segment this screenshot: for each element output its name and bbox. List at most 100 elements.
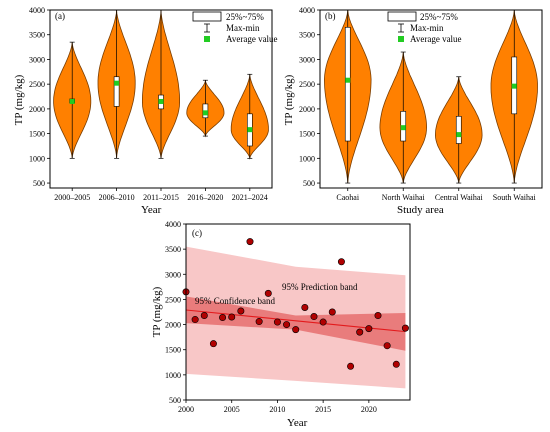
y-tick-label: 1500: [29, 130, 45, 139]
panel-a-legend: 25%~75% Max-min Average value: [192, 11, 278, 44]
data-point: [337, 258, 345, 266]
panel-a: 500 1000 1500 2000 2500 3000 3500 4000 2000–200…: [13, 6, 278, 216]
y-tick-label: 3500: [165, 245, 181, 254]
y-tick-label: 2000: [29, 105, 45, 114]
data-point: [292, 326, 300, 334]
panel-c-frame: [185, 223, 411, 401]
x-tick-label: Caohai: [336, 193, 359, 202]
legend-box-swatch: [387, 11, 417, 22]
panel-b-frame: [319, 9, 543, 189]
data-point: [392, 360, 400, 368]
y-tick-label: 500: [169, 396, 181, 405]
panel-a-xlabel: Year: [141, 204, 162, 216]
data-point: [264, 289, 272, 297]
legend-whisker-label: Max-min: [410, 23, 444, 33]
confidence-band-annotation: 95% Confidence band: [195, 296, 275, 306]
x-tick-label: 2021–2024: [232, 193, 268, 202]
legend-whisker-label: Max-min: [226, 23, 260, 33]
panel-b-ylabel: TP (mg/kg): [283, 74, 295, 125]
y-tick-label: 2000: [299, 105, 315, 114]
iqr-box: [113, 76, 120, 107]
mean-marker: [247, 127, 253, 133]
x-tick-label: South Waihai: [493, 193, 537, 202]
mean-marker: [345, 77, 351, 83]
y-tick-label: 1000: [299, 154, 315, 163]
data-point: [328, 308, 336, 316]
x-tick-label: 2015: [315, 405, 331, 414]
panel-b-legend: 25%~75% Max-min Average value: [387, 11, 462, 44]
legend-mean-label: Average value: [410, 34, 462, 44]
x-tick-label: North Waihai: [382, 193, 426, 202]
y-tick-label: 3000: [299, 55, 315, 64]
data-point: [310, 313, 318, 321]
x-tick-label: 2005: [224, 405, 240, 414]
panel-c-ylabel: TP (mg/kg): [151, 286, 163, 337]
x-tick-label: 2011–2015: [143, 193, 179, 202]
data-point: [237, 307, 245, 315]
y-tick-label: 2000: [165, 321, 181, 330]
y-tick-label: 2500: [29, 80, 45, 89]
legend-box-swatch: [192, 11, 222, 22]
legend-box-label: 25%~75%: [420, 12, 458, 22]
y-tick-label: 500: [303, 179, 315, 188]
y-tick-label: 3000: [165, 270, 181, 279]
legend-mean-swatch: [398, 36, 404, 42]
mean-marker: [511, 83, 517, 89]
x-tick-label: 2016–2020: [187, 193, 223, 202]
x-tick-label: 2020: [361, 405, 377, 414]
prediction-band-annotation: 95% Prediction band: [282, 282, 358, 292]
data-point: [347, 362, 355, 370]
data-point: [283, 321, 291, 329]
data-point: [319, 318, 327, 326]
legend-box-label: 25%~75%: [226, 12, 264, 22]
mean-marker: [69, 98, 75, 104]
data-point: [219, 314, 227, 322]
y-tick-label: 4000: [299, 6, 315, 15]
panel-b: 500 1000 1500 2000 2500 3000 3500 4000 Caohai No…: [283, 6, 543, 216]
y-tick-label: 2500: [299, 80, 315, 89]
x-tick-label: 2006–2010: [99, 193, 135, 202]
y-tick-label: 3000: [29, 55, 45, 64]
x-tick-label: 2000–2005: [54, 193, 90, 202]
y-tick-label: 500: [33, 179, 45, 188]
x-tick-label: 2000: [178, 405, 194, 414]
data-point: [273, 318, 281, 326]
y-tick-label: 3500: [29, 31, 45, 40]
panel-a-ylabel: TP (mg/kg): [13, 74, 25, 125]
panel-b-tag: (b): [325, 11, 336, 21]
mean-marker: [114, 80, 120, 86]
mean-marker: [456, 132, 462, 138]
data-point: [246, 238, 254, 246]
panel-c: 500 1000 1500 2000 2500 3000 3500 4000 2000 2005…: [151, 220, 411, 429]
x-tick-label: Central Waihai: [435, 193, 484, 202]
y-tick-label: 3500: [299, 31, 315, 40]
y-tick-label: 4000: [165, 220, 181, 229]
mean-marker: [202, 110, 208, 116]
data-point: [255, 318, 263, 326]
data-point: [200, 312, 208, 320]
legend-mean-swatch: [204, 36, 210, 42]
y-tick-label: 1500: [299, 130, 315, 139]
panel-b-xlabel: Study area: [397, 204, 444, 216]
data-point: [356, 328, 364, 336]
data-point: [209, 340, 217, 348]
y-tick-label: 4000: [29, 6, 45, 15]
y-tick-label: 1500: [165, 346, 181, 355]
legend-mean-label: Average value: [226, 34, 278, 44]
data-point: [383, 342, 391, 350]
y-tick-label: 1000: [165, 371, 181, 380]
panel-a-tag: (a): [55, 11, 65, 21]
iqr-box: [344, 27, 351, 142]
panel-c-tag: (c): [192, 228, 202, 238]
y-tick-label: 1000: [29, 154, 45, 163]
data-point: [191, 316, 199, 324]
data-point: [374, 312, 382, 320]
y-tick-label: 2500: [165, 295, 181, 304]
x-tick-label: 2010: [269, 405, 285, 414]
mean-marker: [400, 125, 406, 131]
data-point: [401, 324, 409, 332]
data-point: [365, 325, 373, 333]
panel-c-xlabel: Year: [287, 417, 308, 429]
data-point: [228, 313, 236, 321]
